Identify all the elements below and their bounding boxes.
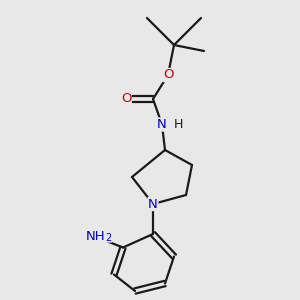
Text: O: O [121,92,131,106]
Text: N: N [157,118,167,131]
Text: 2: 2 [106,232,112,243]
Text: O: O [163,68,173,82]
Text: N: N [148,197,158,211]
Text: H: H [174,118,183,131]
Text: NH: NH [86,230,106,244]
